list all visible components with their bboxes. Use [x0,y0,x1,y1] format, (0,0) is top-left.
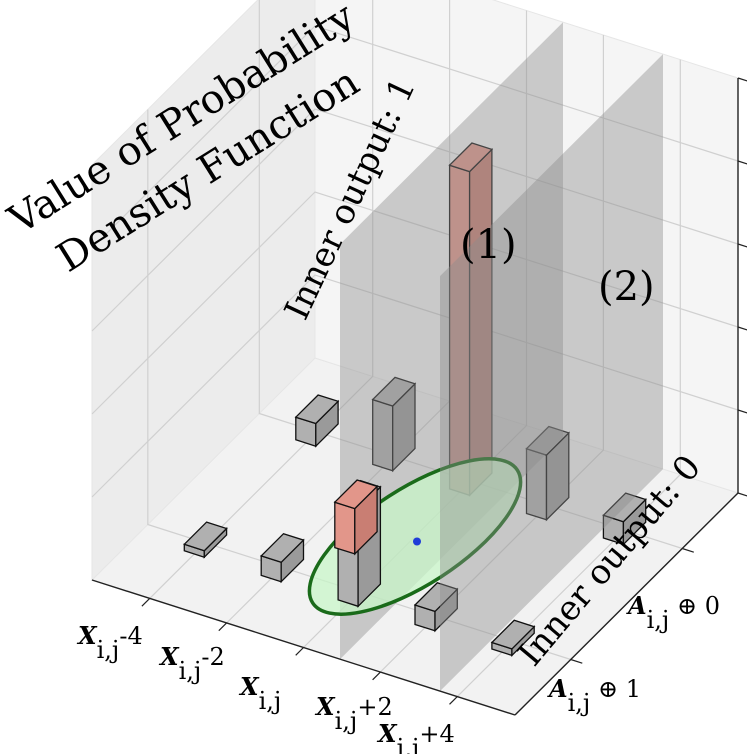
grid-line-z [91,108,739,332]
z-tick-mark [737,492,747,497]
bar-0-4 [490,619,536,657]
bar-1-4-top [602,492,647,523]
x-tick-mark [218,622,228,632]
x-tick-label: Xi,j+2 [314,692,393,735]
plane-2 [440,54,663,692]
x-tick-label: Xi,j-4 [76,621,143,664]
bar-1-4 [602,492,647,546]
grid-line-z [91,191,739,415]
y-axis-line [514,492,739,716]
bar-0-4-top [490,619,536,650]
plane-2-shape [440,54,663,692]
bar-0--2 [259,532,305,584]
y-tick-label: Ai,j ⊕ 1 [547,674,641,717]
x-tick-mark [372,671,381,681]
bars-front [183,479,536,657]
bar-1--4 [294,394,340,448]
bar-1-2-top [525,425,571,456]
z-tick-mark [737,326,747,331]
z-tick-mark [737,409,747,414]
bar-highlight-small-top [333,479,379,510]
x-tick-labels: Xi,j-4 Xi,j-2 Xi,j Xi,j+2Xi,j+4 [76,621,455,754]
x-tick-mark [141,597,151,607]
bar-1--2 [371,376,417,473]
grid-line-x [149,0,374,599]
bar-1-2 [525,425,571,522]
x-tick-label: Xi,j [238,672,281,715]
bar-1--4-top [294,394,340,425]
x-tick-label: Xi,j+4 [376,719,455,754]
y-tick-label: Ai,j ⊕ 0 [626,591,720,634]
y-tick-labels: Ai,j ⊕ 0 Ai,j ⊕ 1 [547,591,720,717]
y-tick-mark [682,547,694,553]
bars-back [294,142,647,546]
bar-highlight-small-front [334,501,356,555]
z-tick-mark [737,77,747,82]
plane-1-label: (1) [460,222,517,268]
plane-2-label: (2) [598,264,655,310]
axes-lines [91,77,747,716]
grid-line-z [91,25,739,249]
grid-line-z [91,274,739,498]
bar-0-2-top [413,582,459,613]
bar-1-0-top [448,142,494,173]
x-tick-mark [295,647,304,656]
x-tick-mark [449,696,458,705]
bar-0--2-top [259,532,305,564]
z-tick-mark [737,160,747,165]
bar-0--4 [183,521,228,559]
bar-0-2 [413,582,459,633]
bar-highlight-small [333,479,379,556]
bar-1-0 [448,142,494,497]
bar-0--4-top [183,521,228,552]
x-tick-label: Xi,j-2 [158,642,225,685]
ellipse-center-dot [413,537,421,546]
bar-1--2-top [371,376,417,407]
z-tick-mark [737,243,747,248]
grid-line-x [456,59,681,698]
y-tick-mark [570,658,583,664]
